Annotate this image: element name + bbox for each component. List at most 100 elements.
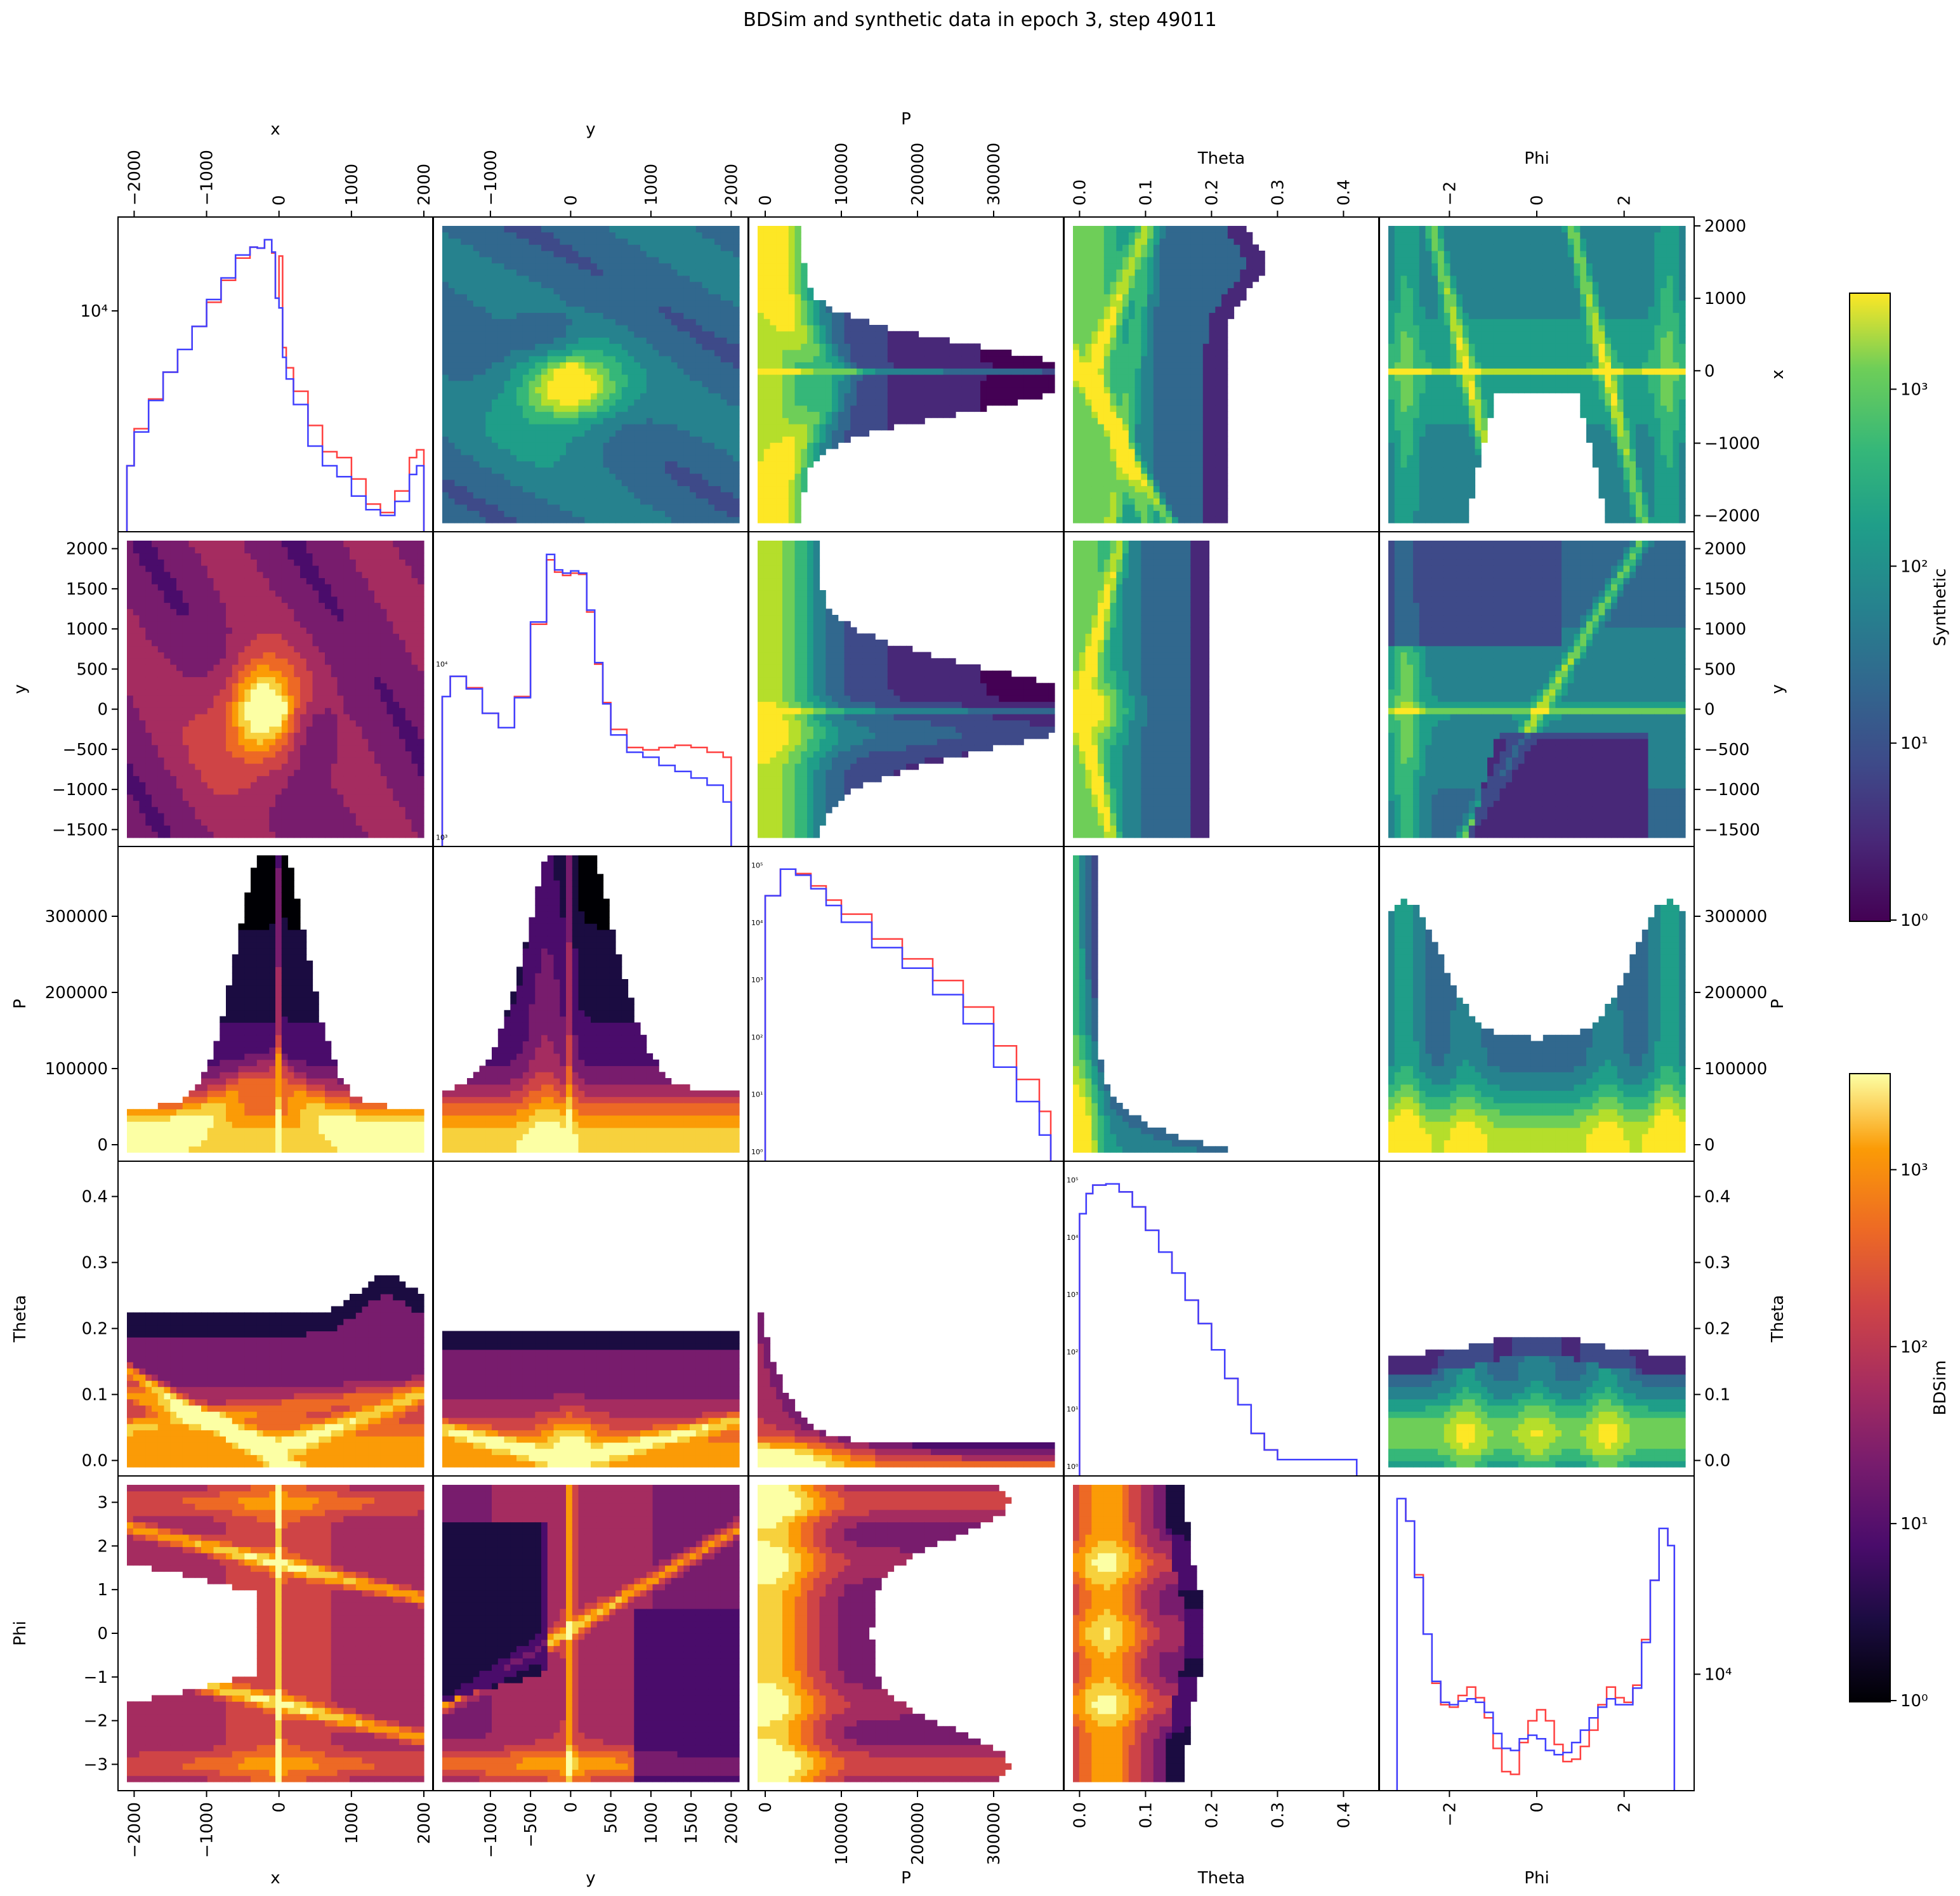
heatmap-cell: [696, 511, 702, 517]
heatmap-cell: [708, 517, 714, 523]
heatmap-cell: [449, 331, 455, 338]
heatmap-cell: [449, 343, 455, 350]
heatmap-cell: [789, 399, 795, 405]
heatmap-cell: [622, 374, 628, 381]
heatmap-cell: [535, 405, 541, 412]
heatmap-cell: [789, 455, 795, 461]
heatmap-cell: [442, 368, 449, 374]
heatmap-cell: [455, 430, 461, 437]
heatmap-cell: [727, 412, 733, 418]
heatmap-cell: [820, 331, 826, 338]
heatmap-cell: [708, 437, 714, 443]
heatmap-cell: [733, 473, 739, 480]
heatmap-cell: [492, 319, 498, 325]
heatmap-cell: [461, 325, 467, 331]
heatmap-cell: [721, 418, 727, 424]
heatmap-cell: [665, 226, 671, 232]
heatmap-cell: [609, 343, 615, 350]
heatmap-cell: [510, 473, 516, 480]
heatmap-cell: [609, 430, 615, 437]
heatmap-cell: [708, 325, 714, 331]
heatmap-cell: [523, 511, 529, 517]
heatmap-cell: [696, 399, 702, 405]
heatmap-cell: [492, 239, 498, 245]
heatmap-cell: [622, 381, 628, 387]
heatmap-cell: [442, 350, 449, 356]
heatmap-cell: [603, 306, 610, 313]
heatmap-cell: [591, 504, 597, 511]
heatmap-cell: [480, 374, 486, 381]
heatmap-cell: [480, 381, 486, 387]
heatmap-cell: [566, 251, 572, 257]
heatmap-cell: [733, 455, 739, 461]
heatmap-cell: [702, 263, 709, 270]
heatmap-cell: [603, 424, 610, 430]
heatmap-cell: [554, 511, 560, 517]
heatmap-cell: [597, 306, 603, 313]
heatmap-cell: [498, 288, 504, 294]
heatmap-cell: [609, 350, 615, 356]
heatmap-cell: [782, 455, 789, 461]
heatmap-cell: [659, 480, 665, 486]
heatmap-cell: [770, 356, 777, 362]
heatmap-cell: [758, 430, 764, 437]
heatmap-cell: [455, 517, 461, 523]
heatmap-cell: [603, 455, 610, 461]
heatmap-cell: [516, 306, 523, 313]
heatmap-cell: [653, 226, 659, 232]
heatmap-cell: [764, 492, 770, 498]
heatmap-cell: [566, 356, 572, 362]
heatmap-cell: [721, 504, 727, 511]
heatmap-cell: [782, 257, 789, 263]
heatmap-cell: [473, 467, 480, 473]
heatmap-cell: [615, 430, 622, 437]
heatmap-cell: [541, 300, 548, 306]
heatmap-cell: [696, 282, 702, 288]
heatmap-cell: [764, 263, 770, 270]
heatmap-cell: [634, 424, 640, 430]
heatmap-cell: [758, 399, 764, 405]
heatmap-cell: [758, 455, 764, 461]
heatmap-cell: [683, 480, 690, 486]
heatmap-cell: [485, 343, 492, 350]
heatmap-cell: [714, 368, 721, 374]
heatmap-cell: [461, 343, 467, 350]
heatmap-cell: [708, 275, 714, 282]
heatmap-cell: [467, 412, 473, 418]
heatmap-cell: [442, 498, 449, 504]
heatmap-cell: [678, 455, 684, 461]
heatmap-cell: [529, 449, 536, 455]
heatmap-cell: [727, 405, 733, 412]
heatmap-cell: [659, 331, 665, 338]
heatmap-cell: [485, 313, 492, 319]
heatmap-cell: [807, 362, 813, 369]
heatmap-cell: [516, 263, 523, 270]
heatmap-cell: [678, 467, 684, 473]
heatmap-cell: [653, 257, 659, 263]
heatmap-cell: [473, 387, 480, 393]
heatmap-cell: [541, 473, 548, 480]
heatmap-cell: [659, 251, 665, 257]
heatmap-cell: [449, 424, 455, 430]
heatmap-cell: [615, 294, 622, 300]
heatmap-cell: [696, 393, 702, 399]
heatmap-cell: [795, 492, 801, 498]
heatmap-cell: [485, 356, 492, 362]
heatmap-cell: [795, 374, 801, 381]
heatmap-cell: [455, 232, 461, 239]
heatmap-cell: [529, 300, 536, 306]
heatmap-cell: [461, 244, 467, 251]
heatmap-cell: [615, 244, 622, 251]
heatmap-cell: [696, 412, 702, 418]
heatmap-cell: [480, 306, 486, 313]
heatmap-cell: [721, 387, 727, 393]
heatmap-cell: [764, 437, 770, 443]
heatmap-cell: [671, 226, 678, 232]
heatmap-cell: [485, 350, 492, 356]
heatmap-cell: [770, 226, 777, 232]
heatmap-cell: [510, 368, 516, 374]
heatmap-cell: [541, 356, 548, 362]
heatmap-cell: [579, 449, 585, 455]
heatmap-cell: [455, 319, 461, 325]
heatmap-cell: [579, 294, 585, 300]
